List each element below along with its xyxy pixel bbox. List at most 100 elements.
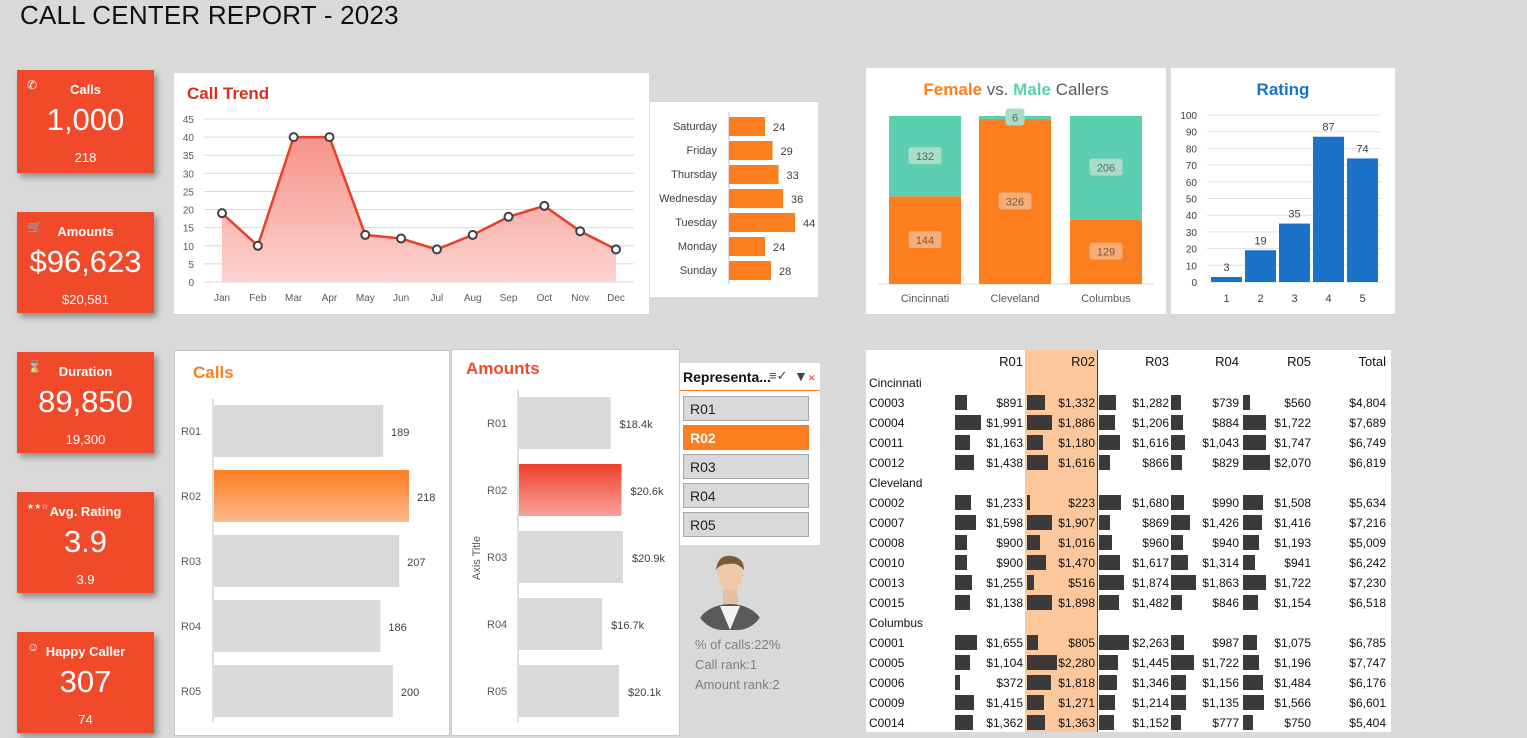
x-tick-label: 1: [1223, 293, 1229, 305]
data-cell: $1,508: [1274, 496, 1311, 510]
y-tick-label: 60: [1186, 178, 1198, 189]
rating-value: 19: [1254, 235, 1266, 247]
x-tick-label: Sep: [500, 293, 518, 304]
weekday-bar: [729, 189, 783, 208]
amounts-rep-value: $18.4k: [620, 419, 654, 431]
data-bar: [1243, 555, 1256, 570]
trend-point: [431, 244, 442, 255]
data-cell: $866: [1142, 456, 1169, 470]
male-value: 206: [1097, 163, 1115, 175]
slicer-item-r04[interactable]: R04: [683, 483, 809, 508]
data-bar: [955, 535, 967, 550]
cart-icon: 🛒: [27, 220, 42, 234]
trend-point: [252, 240, 263, 251]
data-bar: [1027, 575, 1034, 590]
data-cell: $739: [1212, 396, 1239, 410]
data-bar: [1171, 515, 1190, 530]
data-bar: [1171, 395, 1181, 410]
r02-column-border: [1097, 350, 1098, 732]
total-cell: $5,634: [1349, 496, 1386, 510]
female-label-bg: [1089, 242, 1123, 260]
weekday-label: Friday: [686, 145, 717, 157]
data-cell: $516: [1068, 576, 1095, 590]
data-cell: $1,617: [1132, 556, 1169, 570]
data-cell: $1,818: [1058, 676, 1095, 690]
calls-rep-bar: [214, 665, 393, 717]
kpi-happy-card: ☺ Happy Caller 307 74: [17, 632, 154, 733]
total-cell: $4,804: [1349, 396, 1386, 410]
avatar: [694, 550, 766, 630]
multi-select-icon[interactable]: ≡✓: [769, 368, 788, 383]
data-cell: $940: [1212, 536, 1239, 550]
gender-chart: 144 132 Cincinnati 326 6 Cleveland 129 206 Colum…: [878, 108, 1154, 305]
data-cell: $900: [996, 536, 1023, 550]
data-cell: $1,104: [986, 656, 1023, 670]
total-cell: $6,242: [1349, 556, 1386, 570]
calls-rep-title: Calls: [193, 363, 234, 382]
rep-label: R01: [487, 418, 507, 430]
weekday-bar: [729, 141, 773, 160]
data-cell: $1,616: [1058, 456, 1095, 470]
x-tick-label: Mar: [285, 293, 303, 304]
weekday-value: 33: [787, 170, 799, 182]
rep-label: R02: [181, 491, 201, 503]
trend-area: [222, 137, 616, 282]
data-cell: $1,484: [1274, 676, 1311, 690]
pivot-table: R01 R02 R03 R04 R05 Total Cincinnati C0003 $891 $…: [866, 350, 1391, 732]
data-cell: $1,363: [1058, 716, 1095, 730]
data-cell: $1,314: [1202, 556, 1239, 570]
data-bar: [1171, 635, 1184, 650]
data-cell: $1,438: [986, 456, 1023, 470]
y-tick-label: 35: [183, 151, 195, 162]
data-cell: $1,416: [1274, 516, 1311, 530]
x-tick-label: 5: [1359, 293, 1365, 305]
slicer-item-r02[interactable]: R02: [683, 425, 809, 450]
female-label-bg: [908, 231, 942, 249]
row-label: C0015: [869, 596, 905, 610]
data-cell: $1,655: [986, 636, 1023, 650]
weekday-label: Wednesday: [659, 193, 717, 205]
data-cell: $1,874: [1132, 576, 1169, 590]
y-tick-label: 0: [1191, 278, 1197, 289]
calls-rep-bar: [214, 535, 400, 587]
data-cell: $1,346: [1132, 676, 1169, 690]
data-bar: [1243, 415, 1266, 430]
data-cell: $900: [996, 556, 1023, 570]
data-bar: [1243, 595, 1259, 610]
clear-filter-icon[interactable]: ▼✕: [794, 368, 816, 384]
male-label-bg: [908, 147, 942, 165]
row-label: C0006: [869, 676, 905, 690]
rep-label: R04: [487, 619, 507, 631]
data-bar: [1243, 435, 1266, 450]
data-cell: $1,255: [986, 576, 1023, 590]
amounts-rep-title: Amounts: [466, 359, 540, 378]
data-cell: $1,332: [1058, 396, 1095, 410]
data-bar: [1243, 695, 1264, 710]
y-tick-label: 30: [183, 169, 195, 180]
data-cell: $1,445: [1132, 656, 1169, 670]
data-cell: $1,271: [1058, 696, 1095, 710]
amounts-rep-chart: Axis Title R01 $18.4k R02 $20.6k R03 $20.9k R04…: [471, 390, 666, 722]
data-bar: [1243, 715, 1253, 730]
trend-point: [360, 229, 371, 240]
slicer-item-r05[interactable]: R05: [683, 512, 809, 537]
weekday-bar: [729, 117, 765, 136]
weekday-label: Thursday: [671, 169, 717, 181]
data-bar: [955, 555, 967, 570]
slicer-item-r01[interactable]: R01: [683, 396, 809, 421]
data-cell: $1,163: [986, 436, 1023, 450]
row-label: C0005: [869, 656, 905, 670]
data-cell: $1,154: [1274, 596, 1311, 610]
x-tick-label: 4: [1325, 293, 1331, 305]
slicer-item-r03[interactable]: R03: [683, 454, 809, 479]
data-bar: [1243, 515, 1262, 530]
weekday-label: Monday: [678, 241, 718, 253]
data-bar: [1027, 595, 1052, 610]
data-bar: [955, 515, 977, 530]
weekday-value: 29: [781, 146, 793, 158]
data-bar: [1027, 695, 1044, 710]
y-tick-label: 0: [188, 278, 194, 289]
calls-rep-value: 200: [401, 687, 419, 699]
kpi-rating-label: Avg. Rating: [49, 504, 122, 519]
row-label: C0011: [869, 436, 904, 450]
